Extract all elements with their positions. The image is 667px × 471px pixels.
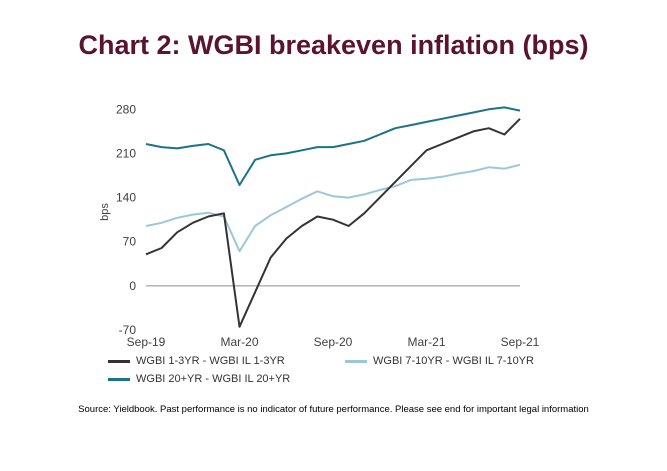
legend-label-7-10yr: WGBI 7-10YR - WGBI IL 7-10YR <box>373 355 534 367</box>
y-tick-label: 70 <box>123 235 137 249</box>
series-line-7-10yr <box>145 163 521 253</box>
y-axis-label: bps <box>99 203 111 221</box>
legend-item-20yr: WGBI 20+YR - WGBI IL 20+YR <box>108 373 290 385</box>
x-tick-label: Mar-21 <box>407 335 445 349</box>
series-line-20yr <box>145 106 521 186</box>
series-line-1-3yr <box>145 118 521 328</box>
x-axis: Sep-19 Mar-20 Sep-20 Mar-21 Sep-21 <box>127 335 540 349</box>
y-axis: 280 210 140 70 0 -70 <box>116 102 520 337</box>
chart-lines <box>145 106 521 328</box>
y-tick-label: 140 <box>116 191 136 205</box>
legend-swatch-7-10yr <box>345 359 367 363</box>
y-tick-label: -70 <box>119 323 137 337</box>
legend-label-1-3yr: WGBI 1-3YR - WGBI IL 1-3YR <box>136 355 285 367</box>
source-note: Source: Yieldbook. Past performance is n… <box>78 404 589 415</box>
y-tick-label: 210 <box>116 146 136 160</box>
legend-item-1-3yr: WGBI 1-3YR - WGBI IL 1-3YR <box>108 355 285 367</box>
x-tick-label: Sep-20 <box>314 335 353 349</box>
legend-label-20yr: WGBI 20+YR - WGBI IL 20+YR <box>136 373 291 385</box>
line-chart: 280 210 140 70 0 -70 Sep-19 Mar-20 Sep-20 Mar-21… <box>99 102 540 349</box>
legend-swatch-20yr <box>108 377 130 381</box>
legend-item-7-10yr: WGBI 7-10YR - WGBI IL 7-10YR <box>345 355 534 367</box>
x-tick-label: Mar-20 <box>220 335 258 349</box>
x-tick-label: Sep-21 <box>501 335 540 349</box>
y-tick-label: 280 <box>116 102 136 116</box>
legend-swatch-1-3yr <box>108 359 130 363</box>
y-tick-label: 0 <box>129 279 136 293</box>
chart-title: Chart 2: WGBI breakeven inflation (bps) <box>78 30 589 60</box>
x-tick-label: Sep-19 <box>127 335 166 349</box>
